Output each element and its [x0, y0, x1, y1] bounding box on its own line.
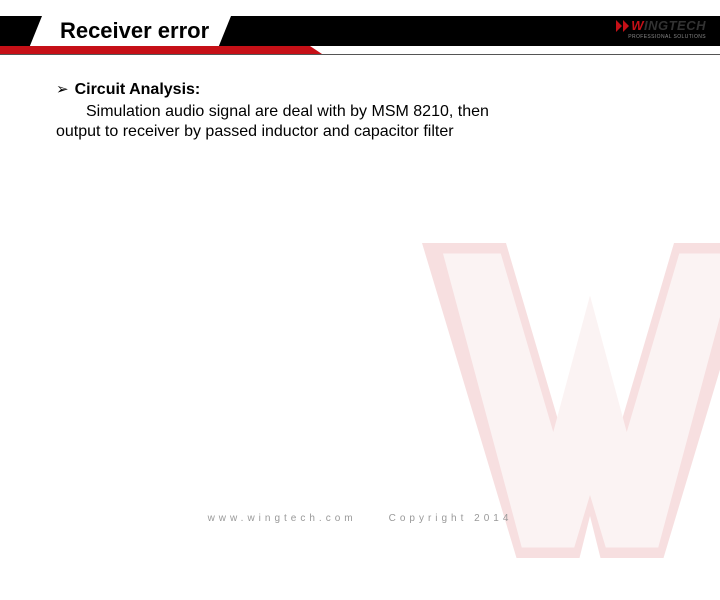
bullet-glyph-icon: ➢: [56, 80, 69, 100]
body-line-1: Simulation audio signal are deal with by…: [86, 102, 664, 122]
footer-url: www.wingtech.com: [208, 513, 357, 524]
slide-footer: www.wingtech.com Copyright 2014: [0, 513, 720, 524]
logo-rest: INGTECH: [644, 18, 706, 33]
red-underline: [0, 46, 310, 54]
slide-header: Receiver error WINGTECH PROFESSIONAL SOL…: [0, 0, 720, 52]
bullet-heading-row: ➢ Circuit Analysis:: [56, 80, 664, 100]
logo-text: WINGTECH: [631, 18, 706, 33]
logo-main: WINGTECH: [616, 18, 706, 33]
content-area: ➢ Circuit Analysis: Simulation audio sig…: [56, 80, 664, 142]
logo-prefix: W: [631, 18, 644, 33]
thin-divider: [0, 54, 720, 55]
logo-mark-icon: [616, 20, 629, 32]
body-line-2: output to receiver by passed inductor an…: [56, 122, 664, 142]
footer-copyright: Copyright 2014: [389, 513, 513, 524]
section-heading: Circuit Analysis:: [75, 80, 201, 100]
background-w-icon: [380, 180, 720, 600]
title-tab: Receiver error: [30, 16, 231, 46]
logo-tagline: PROFESSIONAL SOLUTIONS: [628, 34, 706, 40]
brand-logo: WINGTECH PROFESSIONAL SOLUTIONS: [616, 18, 706, 40]
slide-title: Receiver error: [60, 18, 209, 44]
